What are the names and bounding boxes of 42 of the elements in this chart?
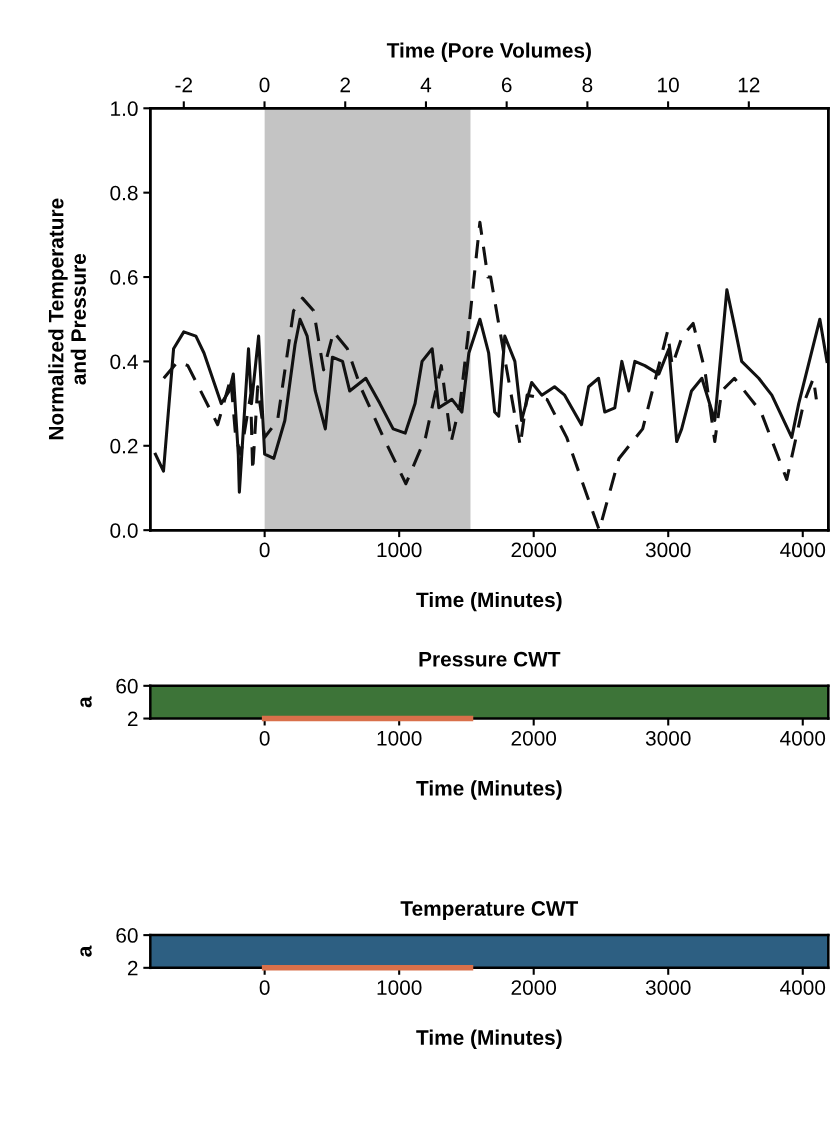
y-tick-label: 0.0 bbox=[110, 523, 138, 538]
x-tick-label: 2000 bbox=[511, 542, 557, 558]
x-tick-label: 1000 bbox=[377, 980, 422, 995]
x-tick-label: 4000 bbox=[780, 980, 826, 995]
chart-title: Temperature CWT bbox=[400, 901, 579, 920]
y-axis-title: a bbox=[80, 945, 92, 957]
x2-tick-label: 0 bbox=[259, 77, 270, 93]
y-tick-label: 60 bbox=[116, 678, 138, 694]
y-tick-label: 2 bbox=[127, 711, 138, 727]
x-axis-title: Time (Minutes) bbox=[416, 780, 562, 800]
x-tick-label: 4000 bbox=[780, 730, 826, 746]
x2-tick-label: 4 bbox=[420, 77, 432, 93]
x2-tick-label: 12 bbox=[738, 77, 760, 93]
y-tick-label: 0.2 bbox=[110, 438, 138, 454]
x-axis-title: Time (Minutes) bbox=[416, 591, 562, 612]
y-tick-label: 0.4 bbox=[110, 354, 138, 370]
x-tick-label: 2000 bbox=[511, 730, 557, 746]
y-tick-label: 0.8 bbox=[110, 185, 138, 201]
x-tick-label: 3000 bbox=[645, 980, 691, 995]
x2-tick-label: 2 bbox=[340, 77, 350, 93]
y-tick-label: 1.0 bbox=[111, 101, 138, 117]
x-tick-label: 0 bbox=[259, 730, 270, 746]
chart-title: Pressure CWT bbox=[419, 651, 561, 667]
y-axis-title: Normalized Temperature and Pressure bbox=[48, 198, 86, 440]
x-tick-label: 3000 bbox=[645, 730, 691, 746]
y-tick-label: 2 bbox=[127, 960, 138, 976]
x-tick-label: 0 bbox=[259, 542, 270, 558]
x2-tick-label: 6 bbox=[501, 77, 512, 93]
x-tick-label: 4000 bbox=[780, 542, 826, 558]
x2-tick-label: 10 bbox=[658, 77, 679, 93]
x2-axis-title: Time (Pore Volumes) bbox=[386, 42, 591, 62]
x-tick-label: 2000 bbox=[511, 980, 557, 995]
y-tick-label: 60 bbox=[116, 928, 138, 943]
x-tick-label: 0 bbox=[259, 980, 270, 995]
x-tick-label: 1000 bbox=[377, 542, 422, 558]
x-axis-title: Time (Minutes) bbox=[416, 1029, 562, 1050]
x-tick-label: 3000 bbox=[645, 542, 691, 558]
x2-tick-label: -2 bbox=[175, 77, 193, 93]
y-tick-label: 0.6 bbox=[110, 270, 138, 285]
y-axis-title: a bbox=[80, 696, 92, 708]
x-tick-label: 1000 bbox=[377, 730, 422, 746]
x2-tick-label: 8 bbox=[582, 77, 593, 93]
